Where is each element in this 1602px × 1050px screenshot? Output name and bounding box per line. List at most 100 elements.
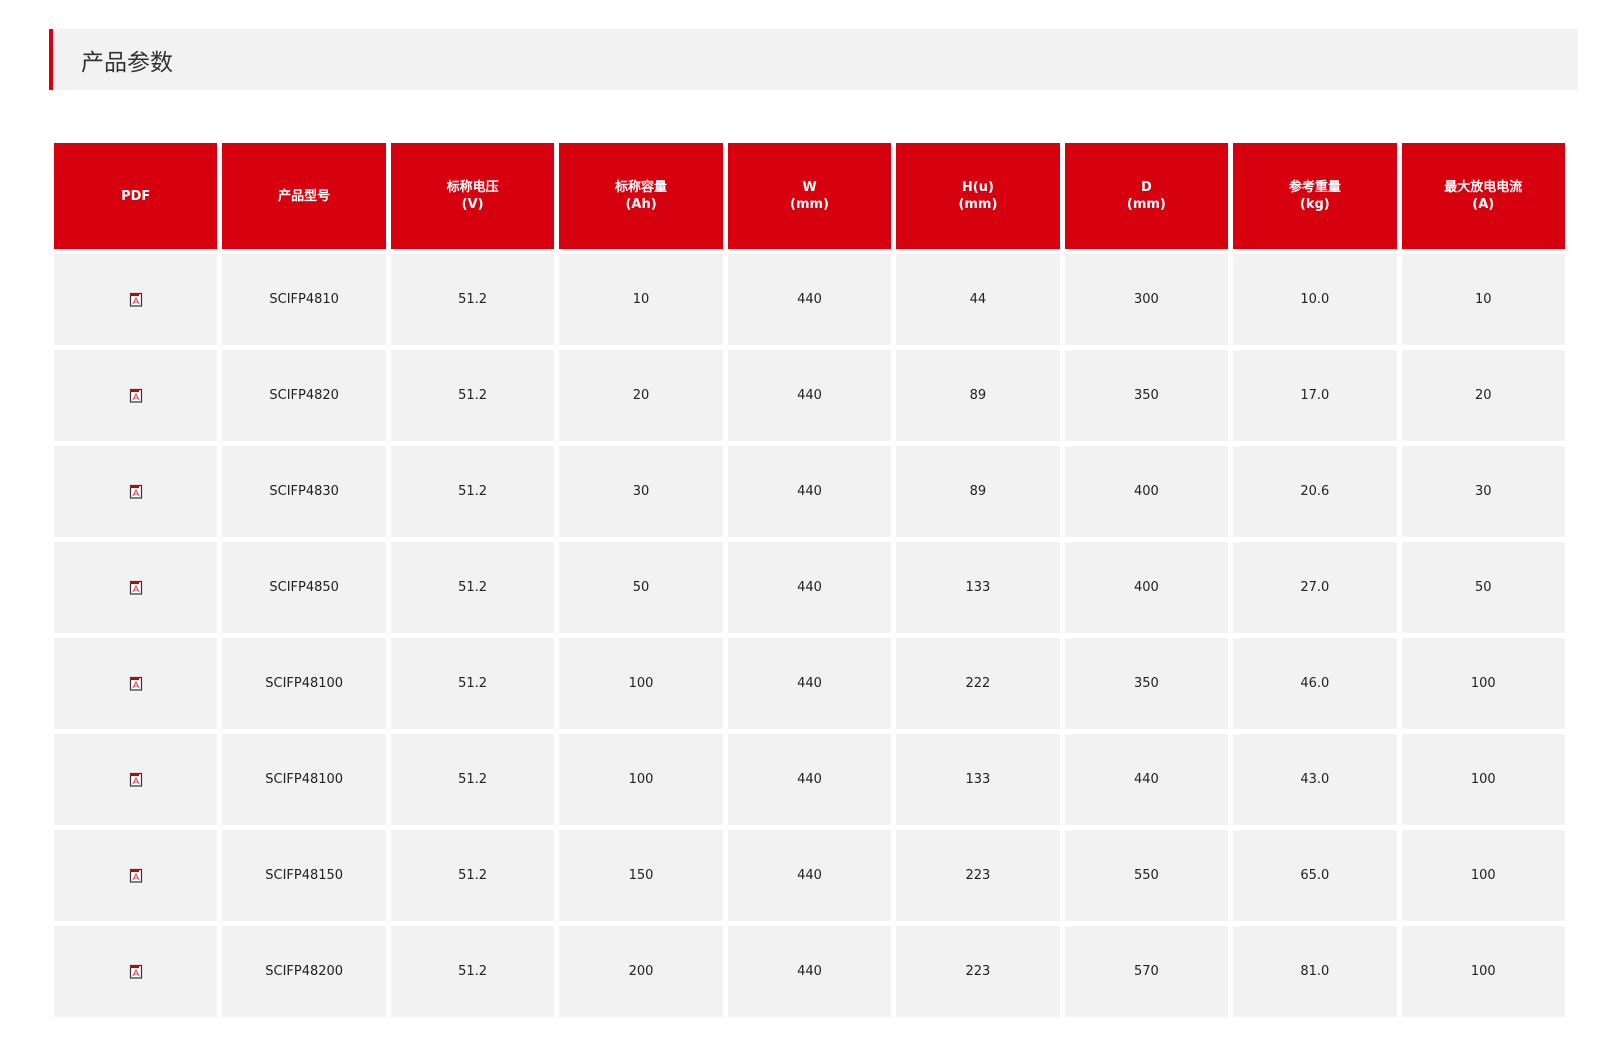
- cell-model: SCIFP48150: [222, 830, 386, 921]
- header-unit: (A): [1472, 197, 1495, 212]
- cell-width: 440: [727, 830, 892, 921]
- product-spec-table: PDF 产品型号 标称电压 (V) 标称容量 (Ah) W (mm) H(u) (mm) D (mm)…: [54, 143, 1565, 1017]
- cell-depth: 570: [1064, 926, 1229, 1017]
- header-unit: (mm): [958, 197, 998, 212]
- cell-pdf: [54, 446, 218, 537]
- cell-capacity: 100: [559, 734, 723, 825]
- header-label: 最大放电电流: [1444, 180, 1523, 195]
- cell-width: 440: [727, 542, 892, 633]
- cell-weight: 43.0: [1233, 734, 1397, 825]
- cell-depth: 350: [1064, 638, 1229, 729]
- cell-width: 440: [727, 734, 892, 825]
- cell-model: SCIFP4810: [222, 254, 386, 345]
- cell-height: 223: [896, 830, 1060, 921]
- header-capacity: 标称容量 (Ah): [559, 143, 723, 249]
- cell-max-current: 10: [1401, 254, 1565, 345]
- cell-max-current: 50: [1401, 542, 1565, 633]
- cell-model: SCIFP48100: [222, 638, 386, 729]
- pdf-file-icon[interactable]: [129, 484, 143, 499]
- cell-max-current: 100: [1401, 638, 1565, 729]
- cell-height: 44: [896, 254, 1060, 345]
- header-label: 标称容量: [615, 180, 668, 195]
- cell-model: SCIFP48100: [222, 734, 386, 825]
- cell-max-current: 100: [1401, 734, 1565, 825]
- pdf-file-icon[interactable]: [129, 580, 143, 595]
- section-title: 产品参数: [81, 50, 173, 76]
- cell-max-current: 100: [1401, 926, 1565, 1017]
- cell-voltage: 51.2: [390, 446, 555, 537]
- header-height: H(u) (mm): [896, 143, 1060, 249]
- cell-pdf: [54, 542, 218, 633]
- cell-pdf: [54, 350, 218, 441]
- cell-width: 440: [727, 446, 892, 537]
- cell-pdf: [54, 830, 218, 921]
- cell-width: 440: [727, 638, 892, 729]
- cell-width: 440: [727, 926, 892, 1017]
- header-label: W: [802, 180, 817, 195]
- header-unit: (mm): [790, 197, 829, 212]
- cell-weight: 65.0: [1233, 830, 1397, 921]
- cell-capacity: 30: [559, 446, 723, 537]
- cell-voltage: 51.2: [390, 254, 555, 345]
- cell-model: SCIFP4830: [222, 446, 386, 537]
- header-unit: (kg): [1299, 197, 1330, 212]
- header-voltage: 标称电压 (V): [390, 143, 555, 249]
- cell-weight: 10.0: [1233, 254, 1397, 345]
- cell-voltage: 51.2: [390, 542, 555, 633]
- cell-pdf: [54, 926, 218, 1017]
- pdf-file-icon[interactable]: [129, 676, 143, 691]
- header-model: 产品型号: [222, 143, 386, 249]
- header-unit: (Ah): [625, 197, 657, 212]
- cell-weight: 81.0: [1233, 926, 1397, 1017]
- pdf-file-icon[interactable]: [129, 292, 143, 307]
- cell-max-current: 20: [1401, 350, 1565, 441]
- cell-voltage: 51.2: [390, 734, 555, 825]
- cell-weight: 20.6: [1233, 446, 1397, 537]
- cell-height: 222: [896, 638, 1060, 729]
- pdf-file-icon[interactable]: [129, 388, 143, 403]
- cell-height: 223: [896, 926, 1060, 1017]
- cell-pdf: [54, 734, 218, 825]
- cell-depth: 350: [1064, 350, 1229, 441]
- header-depth: D (mm): [1064, 143, 1229, 249]
- cell-width: 440: [727, 350, 892, 441]
- cell-depth: 550: [1064, 830, 1229, 921]
- cell-height: 89: [896, 446, 1060, 537]
- cell-depth: 400: [1064, 542, 1229, 633]
- pdf-file-icon[interactable]: [129, 964, 143, 979]
- header-label: H(u): [961, 180, 994, 195]
- cell-capacity: 10: [559, 254, 723, 345]
- pdf-file-icon[interactable]: [129, 772, 143, 787]
- cell-voltage: 51.2: [390, 926, 555, 1017]
- cell-depth: 300: [1064, 254, 1229, 345]
- header-label: 标称电压: [446, 180, 499, 195]
- header-width: W (mm): [727, 143, 892, 249]
- section-header: 产品参数: [49, 29, 1578, 90]
- cell-capacity: 200: [559, 926, 723, 1017]
- header-label: 产品型号: [278, 188, 331, 204]
- header-label: 参考重量: [1288, 180, 1341, 195]
- cell-height: 89: [896, 350, 1060, 441]
- cell-voltage: 51.2: [390, 638, 555, 729]
- cell-voltage: 51.2: [390, 350, 555, 441]
- header-weight: 参考重量 (kg): [1233, 143, 1397, 249]
- cell-weight: 27.0: [1233, 542, 1397, 633]
- header-max-current: 最大放电电流 (A): [1401, 143, 1565, 249]
- header-label: D: [1140, 180, 1152, 195]
- cell-capacity: 20: [559, 350, 723, 441]
- header-unit: (V): [461, 197, 484, 212]
- cell-depth: 400: [1064, 446, 1229, 537]
- cell-weight: 17.0: [1233, 350, 1397, 441]
- cell-capacity: 50: [559, 542, 723, 633]
- header-label: PDF: [121, 188, 151, 204]
- cell-weight: 46.0: [1233, 638, 1397, 729]
- cell-pdf: [54, 638, 218, 729]
- header-unit: (mm): [1126, 197, 1166, 212]
- pdf-file-icon[interactable]: [129, 868, 143, 883]
- cell-model: SCIFP48200: [222, 926, 386, 1017]
- cell-height: 133: [896, 542, 1060, 633]
- cell-depth: 440: [1064, 734, 1229, 825]
- cell-width: 440: [727, 254, 892, 345]
- cell-max-current: 100: [1401, 830, 1565, 921]
- cell-max-current: 30: [1401, 446, 1565, 537]
